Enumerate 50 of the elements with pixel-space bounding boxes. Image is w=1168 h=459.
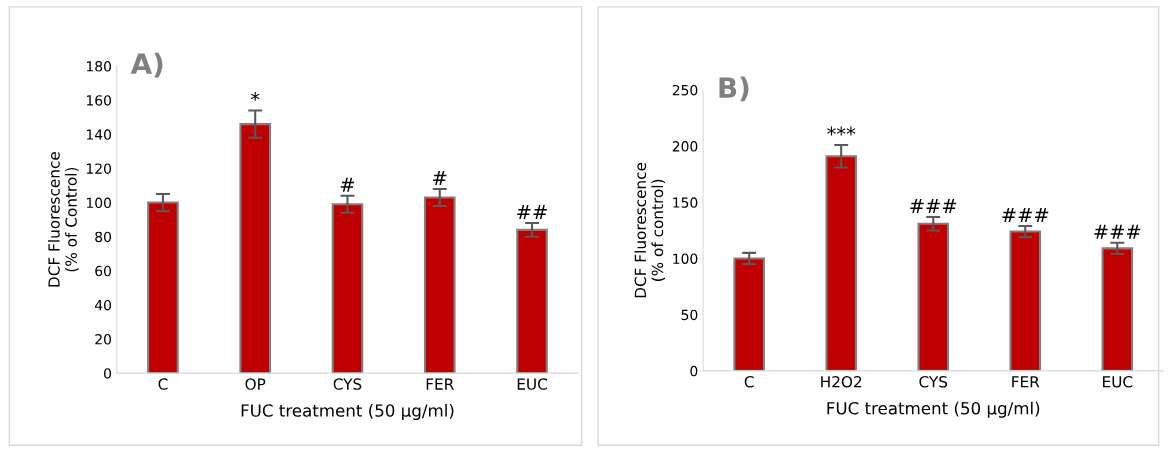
annotation: ### xyxy=(910,198,957,213)
y-tick-label: 150 xyxy=(673,197,698,208)
y-tick-label: 100 xyxy=(86,197,112,209)
y-axis-title: DCF Fluorescence (% of control) xyxy=(634,162,666,298)
y-tick-label: 250 xyxy=(672,84,698,96)
bar xyxy=(825,155,857,371)
y-tick-label: 0 xyxy=(104,368,112,379)
y-tick-label: 60 xyxy=(95,265,112,277)
y-axis-title: DCF Fluorescence (% of Control) xyxy=(47,152,79,287)
bar xyxy=(239,123,272,374)
x-tick-label: CYS xyxy=(333,378,362,390)
annotation: ### xyxy=(1094,224,1141,239)
y-tick-label: 20 xyxy=(95,334,112,345)
annotation: *** xyxy=(827,126,856,136)
x-tick-label: OP xyxy=(245,378,266,390)
y-tick-label: 100 xyxy=(673,253,698,264)
x-tick-label: FER xyxy=(1012,376,1040,388)
bar xyxy=(733,257,765,371)
bar xyxy=(331,203,364,374)
x-tick-label: EUC xyxy=(517,378,547,390)
bar xyxy=(423,196,456,374)
chart-title: A) xyxy=(130,52,163,78)
y-tick-label: 120 xyxy=(86,163,112,174)
y-tick-label: 40 xyxy=(94,299,112,311)
y-tick-label: 50 xyxy=(681,309,698,321)
x-tick-label: C xyxy=(744,376,754,388)
y-tick-label: 160 xyxy=(86,95,112,106)
x-tick-label: C xyxy=(158,378,168,390)
annotation: # xyxy=(340,177,355,192)
bar xyxy=(917,222,949,371)
x-tick-label: FER xyxy=(426,378,454,390)
y-tick-label: 140 xyxy=(86,129,112,140)
x-axis-title: FUC treatment (50 µg/ml) xyxy=(241,403,454,421)
annotation: * xyxy=(250,91,260,101)
annotation: ### xyxy=(1002,207,1049,222)
annotation: ## xyxy=(517,205,547,219)
x-tick-label: CYS xyxy=(919,376,948,388)
x-tick-label: EUC xyxy=(1103,376,1133,388)
chart-title: B) xyxy=(719,76,749,102)
bar xyxy=(1101,247,1134,371)
x-tick-label: H2O2 xyxy=(821,376,862,388)
bar xyxy=(1009,230,1042,371)
y-tick-label: 200 xyxy=(672,141,698,152)
x-axis-title: FUC treatment (50 µg/ml) xyxy=(827,401,1040,418)
y-tick-label: 80 xyxy=(95,231,112,243)
bar xyxy=(147,201,179,374)
y-tick-label: 0 xyxy=(690,365,698,377)
y-tick-label: 180 xyxy=(86,61,112,72)
bar xyxy=(516,228,548,374)
annotation: # xyxy=(433,170,447,185)
